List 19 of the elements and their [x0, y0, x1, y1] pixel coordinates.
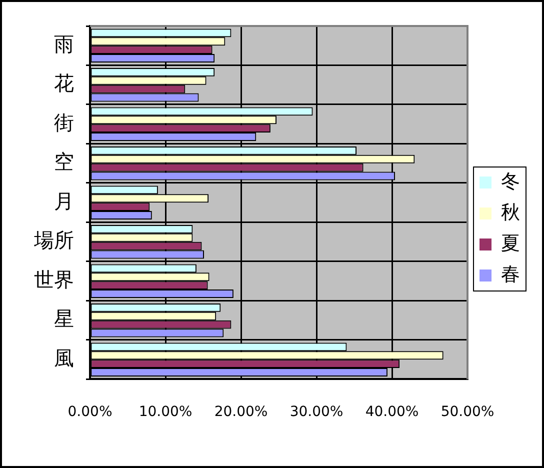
x-tick-label: 20.00%	[214, 404, 268, 420]
y-tick-label: 花	[54, 71, 74, 96]
x-tick-label: 0.00%	[68, 404, 112, 420]
y-tick-label: 雨	[54, 32, 74, 56]
legend-label: 冬	[501, 170, 520, 192]
y-tick-label: 風	[54, 346, 74, 370]
y-tick-label: 世界	[34, 267, 74, 292]
x-tick-label: 50.00%	[440, 404, 494, 420]
y-tick-label: 月	[54, 188, 74, 213]
legend-label: 夏	[501, 232, 520, 254]
y-tick-label: 星	[54, 306, 74, 331]
y-tick-label: 空	[54, 150, 74, 174]
x-tick-label: 40.00%	[365, 404, 419, 420]
x-tick-label: 30.00%	[290, 404, 344, 420]
legend-label: 秋	[501, 201, 520, 224]
y-tick-label: 場所	[33, 228, 74, 252]
legend-label: 春	[501, 263, 520, 286]
x-tick-label: 10.00%	[138, 404, 192, 420]
y-tick-label: 街	[54, 110, 74, 134]
